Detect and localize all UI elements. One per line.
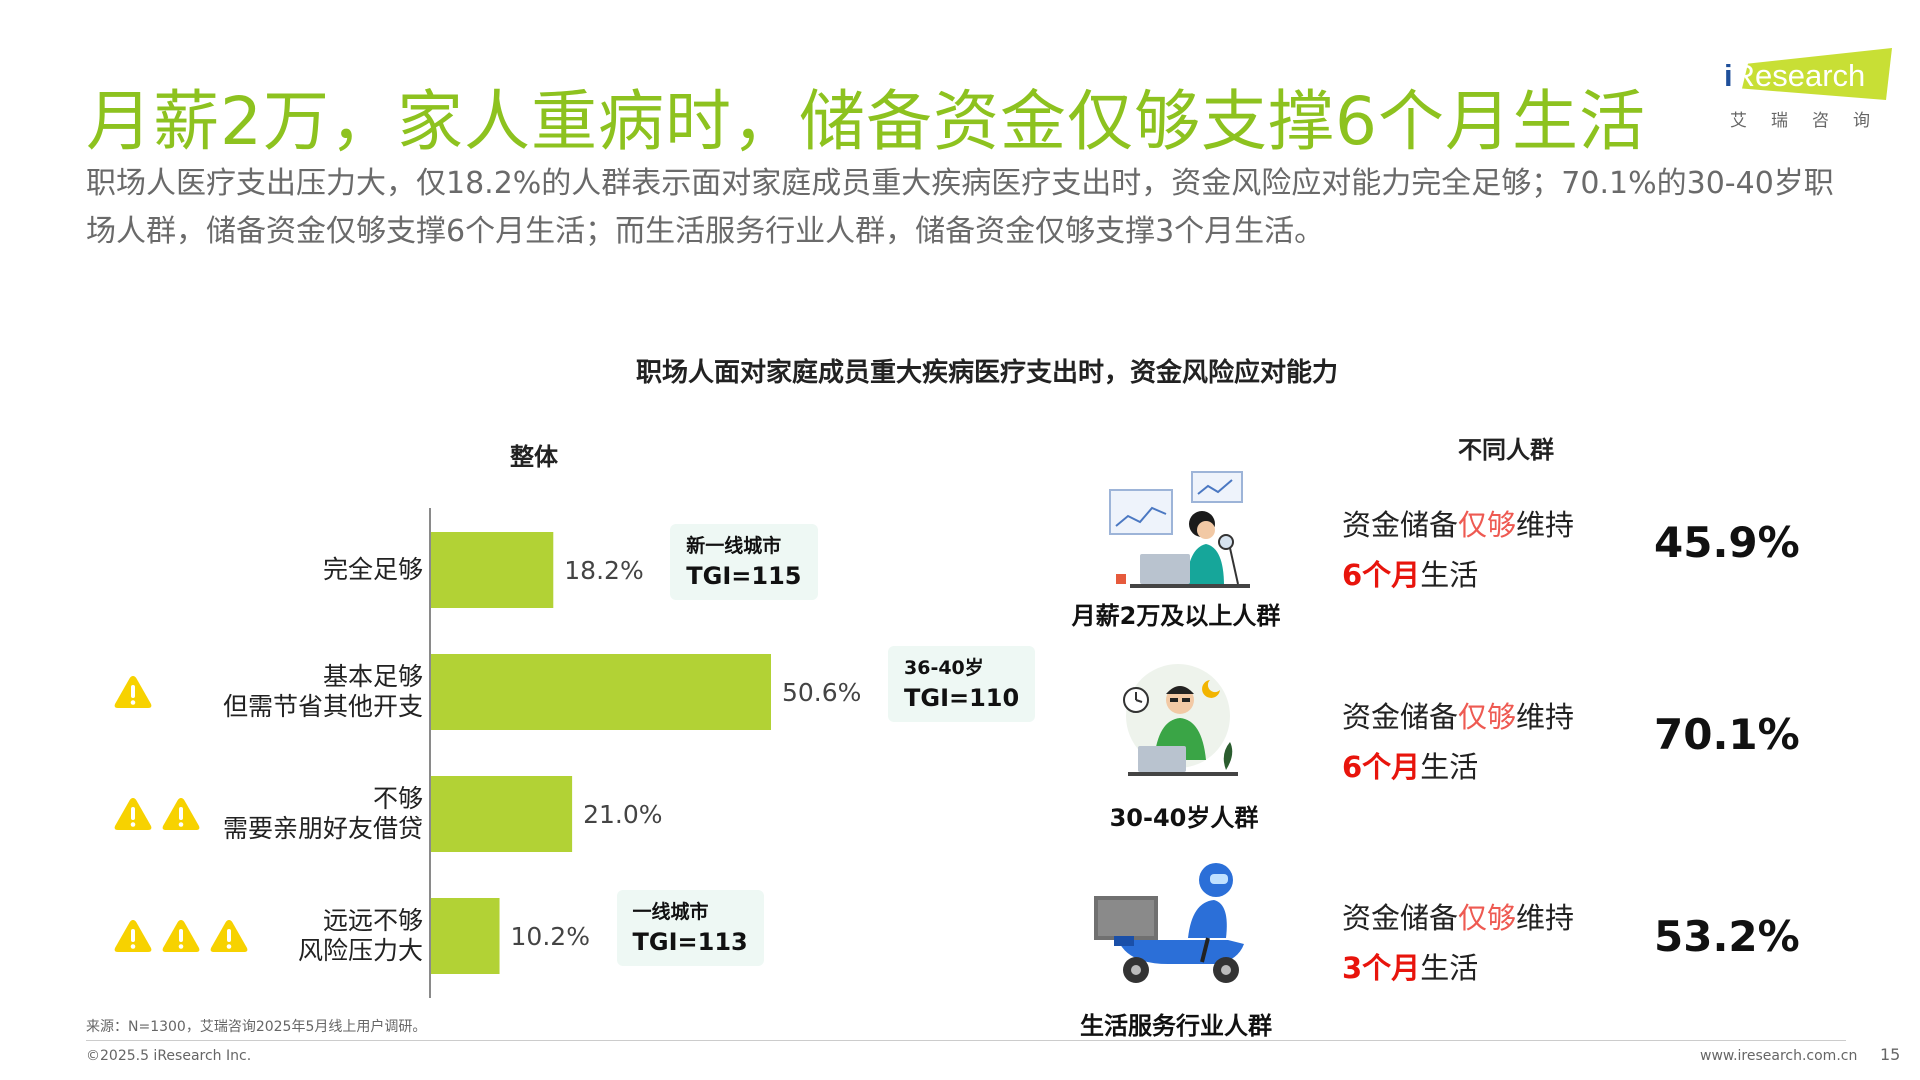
desc-after: 生活 (1420, 750, 1479, 784)
warning-icon (112, 917, 154, 955)
page-number: 15 (1880, 1045, 1901, 1064)
group-percent: 53.2% (1654, 912, 1800, 961)
office-worker-icon (1090, 468, 1260, 598)
logo-text: iResearch (1724, 58, 1866, 93)
group-percent: 45.9% (1654, 518, 1800, 567)
category-label: 基本足够 但需节省其他开支 (223, 662, 423, 722)
warning-icon (208, 917, 250, 955)
warning-icon (160, 795, 202, 833)
tgi-group: 一线城市 (632, 901, 709, 923)
bar (431, 776, 573, 852)
category-label-line: 不够 (372, 784, 423, 813)
category-label-line: 完全足够 (322, 555, 423, 584)
tgi-value: TGI=115 (686, 562, 802, 590)
busy-worker-icon (1098, 660, 1268, 790)
warning-icon (112, 795, 154, 833)
bar-value-label: 21.0% (583, 800, 662, 829)
desc-after: 生活 (1420, 951, 1479, 985)
overall-panel-title: 整体 (510, 443, 558, 471)
copyright: ©2025.5 iResearch Inc. (86, 1048, 252, 1064)
desc-after: 生活 (1420, 558, 1479, 592)
tgi-value: TGI=110 (904, 684, 1020, 712)
desc-months: 6个月 (1342, 558, 1421, 592)
warning-icon (160, 917, 202, 955)
bar-value-label: 18.2% (564, 556, 643, 585)
warning-icon (112, 673, 154, 711)
tgi-callout: 新一线城市 TGI=115 (670, 524, 818, 600)
tgi-callout: 一线城市 TGI=113 (616, 890, 764, 966)
group-name: 生活服务行业人群 (1080, 1012, 1272, 1040)
category-label-line: 风险压力大 (297, 936, 423, 965)
bar-value-label: 50.6% (782, 678, 861, 707)
desc-prefix: 资金储备 (1342, 901, 1459, 935)
logo-cn: 艾瑞咨询 (1730, 111, 1894, 131)
desc-highlight: 仅够 (1458, 901, 1517, 935)
warning-group (112, 917, 250, 955)
bar (431, 654, 771, 730)
iresearch-logo: iResearch 艾瑞咨询 (1722, 48, 1892, 131)
group-name: 月薪2万及以上人群 (1071, 602, 1281, 630)
source-note: 来源：N=1300，艾瑞咨询2025年5月线上用户调研。 (86, 1019, 427, 1035)
desc-suffix: 维持 (1516, 508, 1575, 542)
tgi-group: 36-40岁 (904, 657, 984, 679)
group-desc: 资金储备仅够维持 6个月生活 (1342, 500, 1574, 600)
footer-divider (86, 1040, 1846, 1041)
desc-months: 3个月 (1342, 951, 1421, 985)
page-title: 月薪2万，家人重病时，储备资金仅够支撑6个月生活 (86, 83, 1646, 160)
warning-group (112, 795, 202, 833)
tgi-value: TGI=113 (632, 928, 748, 956)
category-label-line: 基本足够 (322, 662, 423, 691)
bar (431, 532, 554, 608)
chart-title: 职场人面对家庭成员重大疾病医疗支出时，资金风险应对能力 (636, 358, 1339, 388)
delivery-rider-icon (1088, 860, 1258, 990)
desc-prefix: 资金储备 (1342, 700, 1459, 734)
bar (431, 898, 500, 974)
tgi-group: 新一线城市 (686, 535, 782, 557)
desc-prefix: 资金储备 (1342, 508, 1459, 542)
desc-months: 6个月 (1342, 750, 1421, 784)
warning-group (112, 673, 154, 711)
desc-suffix: 维持 (1516, 700, 1575, 734)
page-subtitle: 职场人医疗支出压力大，仅18.2%的人群表示面对家庭成员重大疾病医疗支出时，资金… (86, 166, 1834, 249)
website-link[interactable]: www.iresearch.com.cn (1700, 1048, 1858, 1064)
desc-highlight: 仅够 (1458, 700, 1517, 734)
category-label: 完全足够 (323, 555, 423, 585)
group-desc: 资金储备仅够维持 6个月生活 (1342, 692, 1574, 792)
groups-panel-title: 不同人群 (1458, 436, 1554, 464)
group-percent: 70.1% (1654, 710, 1800, 759)
category-label-line: 需要亲朋好友借贷 (222, 814, 423, 843)
category-label-line: 但需节省其他开支 (222, 692, 423, 721)
tgi-callout: 36-40岁 TGI=110 (888, 646, 1036, 722)
group-name: 30-40岁人群 (1109, 804, 1259, 832)
category-label: 不够 需要亲朋好友借贷 (223, 784, 423, 844)
desc-suffix: 维持 (1516, 901, 1575, 935)
bar-value-label: 10.2% (511, 922, 590, 951)
group-desc: 资金储备仅够维持 3个月生活 (1342, 893, 1574, 993)
desc-highlight: 仅够 (1458, 508, 1517, 542)
category-label-line: 远远不够 (322, 906, 423, 935)
category-label: 远远不够 风险压力大 (298, 906, 423, 966)
